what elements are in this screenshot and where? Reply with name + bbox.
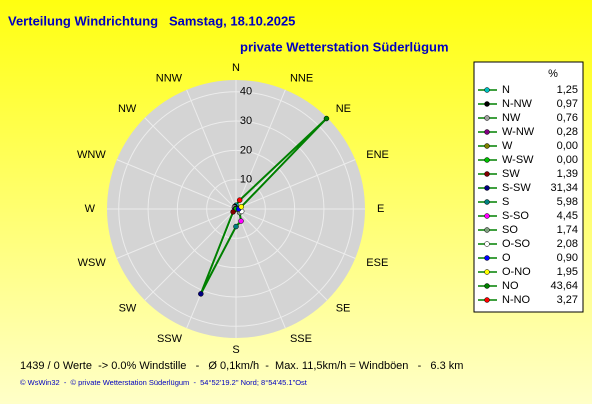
legend-value: 1,25	[557, 84, 578, 96]
wind-point	[236, 197, 243, 203]
legend-marker	[484, 185, 490, 191]
legend-value: 4,45	[557, 210, 578, 222]
legend-title: %	[548, 68, 558, 80]
legend-name: W-NW	[502, 126, 535, 138]
footer: 1439 / 0 Werte -> 0.0% Windstille - Ø 0,…	[20, 360, 463, 372]
legend-name: N	[502, 84, 510, 96]
chart-subtitle: private Wetterstation Süderlügum	[240, 39, 449, 54]
legend-marker	[484, 241, 490, 247]
legend-value: 0,00	[557, 140, 578, 152]
wind-point	[323, 115, 330, 122]
spoke	[186, 89, 237, 210]
legend-value: 0,76	[557, 112, 578, 124]
legend-marker	[484, 297, 490, 303]
compass-label: SW	[119, 303, 137, 315]
legend-name: W-SW	[502, 154, 534, 166]
legend-name: O	[502, 252, 511, 264]
legend-value: 5,98	[557, 196, 578, 208]
compass-label: NW	[118, 103, 137, 115]
wind-point	[230, 209, 236, 215]
compass-label: WSW	[78, 257, 107, 269]
spoke	[144, 117, 237, 210]
legend-value: 0,97	[557, 98, 578, 110]
legend-marker	[484, 129, 490, 135]
spoke	[235, 208, 286, 329]
wind-point	[238, 218, 244, 224]
legend-marker	[484, 115, 490, 121]
legend-value: 0,00	[557, 154, 578, 166]
legend-marker	[484, 213, 490, 219]
grid-circle	[206, 179, 266, 239]
grid-circle	[118, 91, 354, 327]
spoke	[235, 89, 286, 210]
spoke	[144, 208, 237, 301]
legend-name: N-NW	[502, 98, 533, 110]
legend-value: 43,64	[550, 280, 578, 292]
credit: © WsWin32 - © private Wetterstation Süde…	[20, 378, 308, 387]
compass-label: NE	[336, 103, 351, 115]
compass-label: NNE	[290, 73, 313, 85]
legend-name: N-NO	[502, 294, 531, 306]
compass-label: W	[85, 203, 96, 215]
compass-label: SSW	[157, 333, 183, 345]
legend-value: 0,90	[557, 252, 578, 264]
compass-label: SSE	[290, 333, 312, 345]
spoke	[235, 159, 356, 210]
legend-value: 3,27	[557, 294, 578, 306]
legend-value: 1,95	[557, 266, 578, 278]
spoke	[116, 208, 237, 259]
r-tick-label: 40	[240, 86, 252, 98]
legend-marker	[484, 101, 490, 107]
wind-point	[238, 204, 245, 210]
legend-name: NW	[502, 112, 521, 124]
grid-circle	[147, 120, 325, 298]
legend-name: S-SW	[502, 182, 531, 194]
wind-point	[198, 291, 204, 297]
spoke	[235, 208, 356, 259]
legend-marker	[484, 143, 490, 149]
legend-marker	[484, 157, 490, 163]
legend-name: S	[502, 196, 509, 208]
wind-point	[233, 223, 239, 230]
compass-label: E	[377, 203, 384, 215]
compass-label: N	[232, 62, 240, 74]
legend-marker	[484, 255, 490, 261]
legend-name: O-SO	[502, 238, 531, 250]
compass-label: WNW	[77, 149, 106, 161]
legend-value: 1,39	[557, 168, 578, 180]
compass-label: ESE	[366, 257, 388, 269]
spoke	[116, 159, 237, 210]
legend-marker	[484, 171, 490, 177]
legend-name: SO	[502, 224, 518, 236]
legend-value: 0,28	[557, 126, 578, 138]
legend-name: NO	[502, 280, 519, 292]
chart-title: Verteilung Windrichtung Samstag, 18.10.2…	[8, 13, 295, 28]
legend-value: 2,08	[557, 238, 578, 250]
legend-name: O-NO	[502, 266, 531, 278]
compass-label: SE	[336, 303, 351, 315]
legend-name: S-SO	[502, 210, 529, 222]
legend-value: 31,34	[550, 182, 578, 194]
compass-label: S	[232, 344, 239, 356]
legend-marker	[484, 87, 490, 93]
grid-circle	[176, 149, 296, 269]
legend-name: W	[502, 140, 513, 152]
r-tick-label: 10	[240, 174, 252, 186]
spoke	[235, 208, 328, 301]
legend-name: SW	[502, 168, 520, 180]
legend-value: 1,74	[557, 224, 578, 236]
r-tick-label: 20	[240, 144, 252, 156]
legend-marker	[484, 199, 490, 205]
legend-marker	[484, 227, 490, 233]
compass-label: NNW	[156, 73, 183, 85]
compass-label: ENE	[366, 149, 389, 161]
r-tick-label: 30	[240, 115, 252, 127]
legend-marker	[484, 269, 490, 275]
legend-marker	[484, 283, 490, 289]
